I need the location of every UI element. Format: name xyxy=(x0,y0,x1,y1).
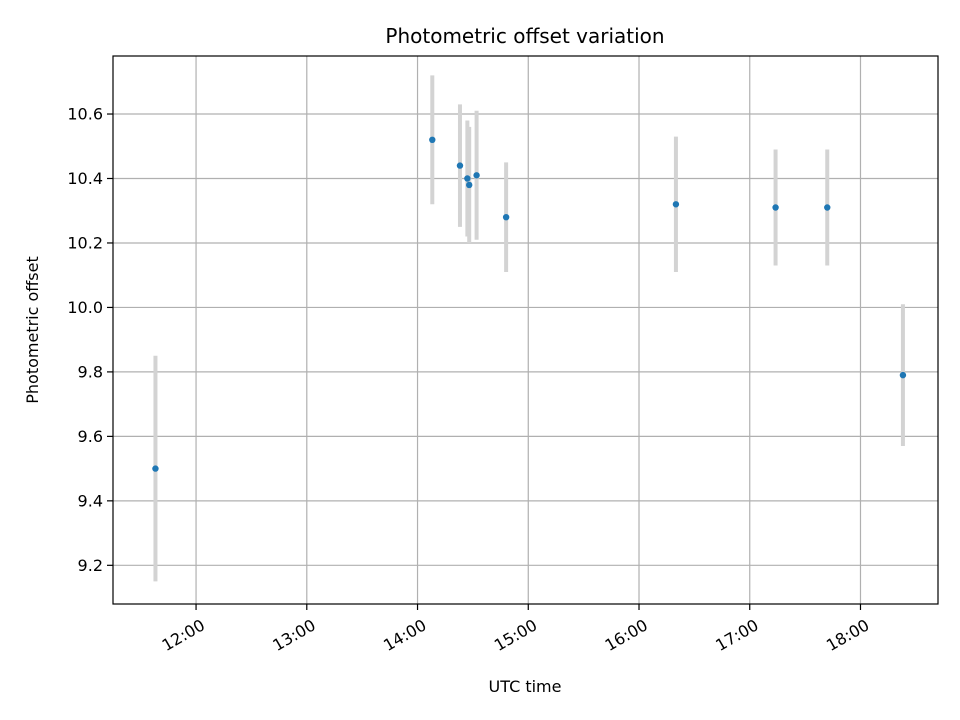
data-point xyxy=(473,172,480,179)
data-point xyxy=(466,181,473,189)
y-tick-label: 9.2 xyxy=(78,556,103,575)
data-point xyxy=(456,162,464,169)
data-points xyxy=(152,136,907,472)
y-axis-label: Photometric offset xyxy=(23,256,42,404)
y-tick-label: 9.4 xyxy=(78,491,103,510)
y-tick-label: 10.2 xyxy=(67,233,103,252)
y-tick-label: 10.4 xyxy=(67,169,103,188)
data-point xyxy=(772,204,779,211)
y-tick-label: 10.0 xyxy=(67,298,103,317)
data-point xyxy=(899,371,907,379)
data-point xyxy=(464,175,471,182)
data-point xyxy=(672,201,680,208)
y-axis: 9.2 9.4 9.6 9.8 10.0 10.2 10.4 10.6 xyxy=(67,105,113,575)
data-point xyxy=(502,213,510,221)
data-point xyxy=(429,136,436,144)
grid xyxy=(113,56,938,604)
data-point xyxy=(824,204,831,211)
x-axis-label: UTC time xyxy=(489,677,562,696)
y-tick-label: 9.8 xyxy=(78,362,103,381)
y-tick-label: 10.6 xyxy=(67,105,103,124)
chart-title: Photometric offset variation xyxy=(385,24,664,48)
plot-frame xyxy=(112,55,939,605)
y-tick-label: 9.6 xyxy=(78,427,103,446)
data-point xyxy=(152,465,159,472)
